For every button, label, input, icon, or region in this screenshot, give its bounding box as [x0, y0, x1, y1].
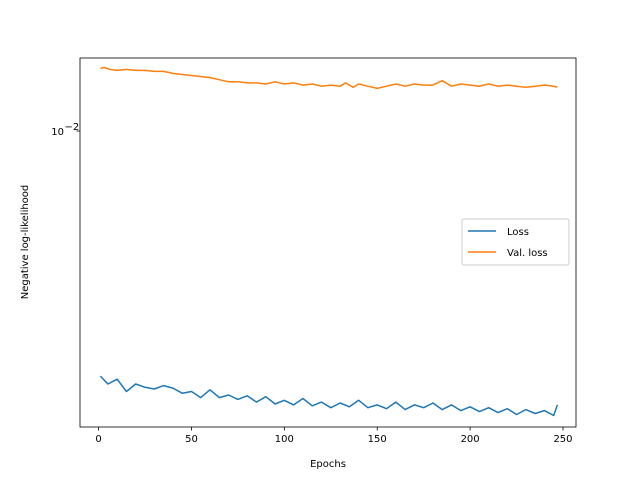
legend-label-val-loss: Val. loss	[507, 248, 548, 259]
x-tick-label: 150	[368, 434, 387, 445]
x-axis: 0 50 100 150 200 250	[95, 427, 573, 445]
y-tick-label: 10	[51, 127, 64, 138]
y-axis-title: Negative log-likelihood	[20, 185, 31, 300]
series-line-loss	[99, 375, 559, 417]
y-axis: 10 −2	[51, 122, 80, 138]
x-tick-label: 100	[275, 434, 294, 445]
x-tick-label: 0	[95, 434, 101, 445]
legend: Loss Val. loss	[461, 218, 570, 266]
x-axis-title: Epochs	[310, 459, 346, 470]
x-tick-label: 50	[185, 434, 198, 445]
x-tick-label: 200	[461, 434, 480, 445]
legend-label-loss: Loss	[507, 227, 529, 238]
plot-frame	[79, 57, 577, 428]
series-layer	[99, 66, 559, 417]
series-line-val-loss	[100, 66, 558, 90]
y-tick-exponent: −2	[65, 122, 80, 133]
x-tick-label: 250	[553, 434, 572, 445]
